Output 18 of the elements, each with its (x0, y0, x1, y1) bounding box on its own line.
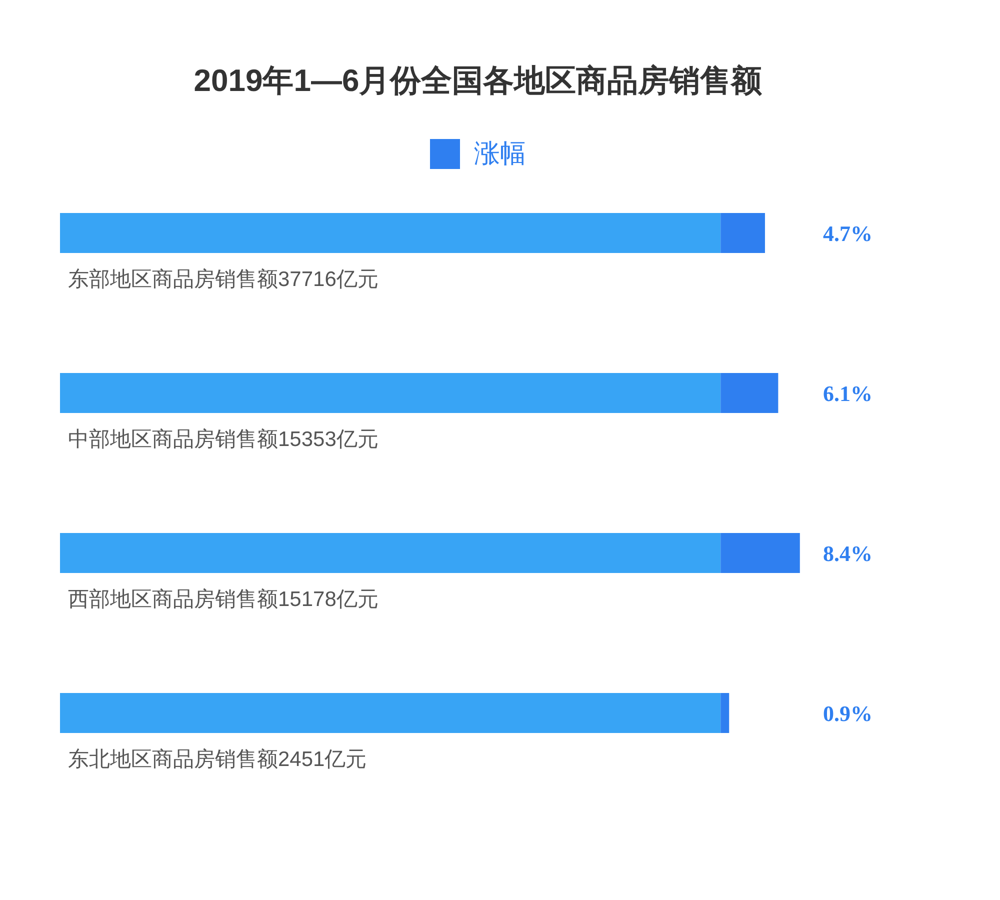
bar (60, 213, 721, 253)
bar (60, 693, 721, 733)
bar (720, 373, 778, 413)
y-tick-label: 西部地区商品房销售额15178亿元 (68, 588, 378, 611)
data-label: 8.4% (823, 541, 872, 566)
legend-label: 涨幅 (474, 137, 526, 170)
bar (720, 533, 800, 573)
bar (720, 213, 765, 253)
chart-title: 2019年1—6月份全国各地区商品房销售额 (192, 62, 764, 100)
bar (60, 373, 721, 413)
y-tick-label: 东部地区商品房销售额37716亿元 (68, 268, 378, 291)
y-tick-label: 中部地区商品房销售额15353亿元 (68, 428, 378, 451)
bar (720, 693, 730, 733)
y-tick-label: 东北地区商品房销售额2451亿元 (68, 748, 367, 771)
data-label: 0.9% (823, 701, 872, 726)
data-label: 4.7% (823, 221, 872, 246)
bar (60, 533, 721, 573)
data-label: 6.1% (823, 381, 872, 406)
